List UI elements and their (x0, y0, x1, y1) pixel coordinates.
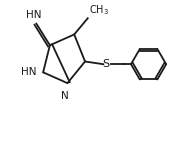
Text: HN: HN (26, 10, 41, 20)
Text: N: N (61, 91, 69, 101)
Text: HN: HN (21, 67, 36, 77)
Text: S: S (102, 59, 109, 69)
Text: CH$_3$: CH$_3$ (89, 3, 109, 17)
